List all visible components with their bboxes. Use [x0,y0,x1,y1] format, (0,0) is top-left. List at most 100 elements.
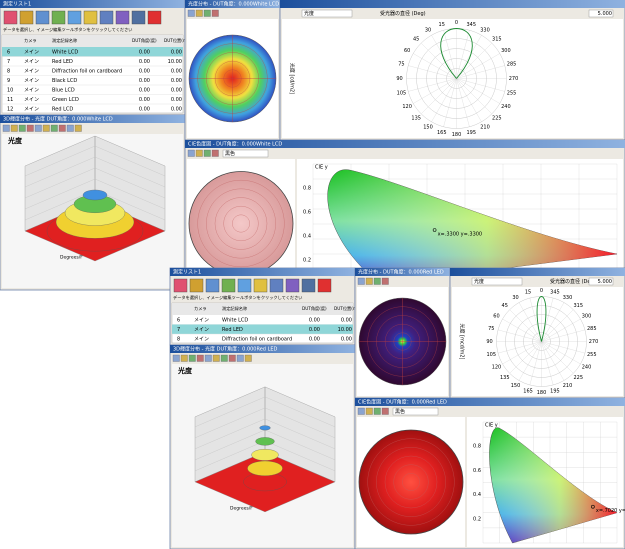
table-cell[interactable]: 0.00 [171,49,182,55]
tool-button[interactable] [244,354,252,362]
table-cell[interactable]: メイン [24,87,39,93]
toolbar-icon[interactable] [173,278,188,293]
tool-button[interactable] [212,354,220,362]
table-cell[interactable]: メイン [24,59,39,65]
tool-button[interactable] [172,354,180,362]
toolbar-icon[interactable] [115,10,130,25]
dropdown[interactable] [392,407,439,416]
table-cell[interactable]: メイン [24,68,39,74]
table-cell[interactable]: 8 [177,336,180,342]
tool-button[interactable] [204,354,212,362]
table-cell[interactable]: 0.00 [171,68,182,74]
table-cell[interactable]: 7 [7,59,10,65]
toolbar-icon[interactable] [67,10,82,25]
table-cell[interactable]: メイン [24,49,39,55]
toolbar-icon[interactable] [131,10,146,25]
tool-button[interactable] [365,407,373,415]
dropdown[interactable] [471,277,523,286]
tool-button[interactable] [381,407,389,415]
table-cell[interactable]: 0.00 [171,87,182,93]
tool-button[interactable] [381,277,389,285]
table-cell[interactable]: 0.00 [171,97,182,103]
table-cell[interactable]: メイン [194,317,209,323]
table-cell[interactable]: メイン [24,106,39,112]
tool-button[interactable] [203,149,211,157]
tool-button[interactable] [42,124,50,132]
table-cell[interactable]: 0.00 [139,59,150,65]
table-cell[interactable]: 6 [7,49,10,55]
table-cell[interactable]: Blue LCD [52,87,75,93]
dropdown[interactable] [301,9,353,18]
table-cell[interactable]: 0.00 [139,97,150,103]
table-cell[interactable]: 0.00 [309,327,320,333]
table-cell[interactable]: Diffraction foil on cardboard [222,336,292,342]
toolbar-icon[interactable] [99,10,114,25]
toolbar-icon[interactable] [189,278,204,293]
tool-button[interactable] [195,9,203,17]
tool-button[interactable] [196,354,204,362]
tool-button[interactable] [18,124,26,132]
table-cell[interactable]: 10.00 [168,59,182,65]
toolbar-icon[interactable] [205,278,220,293]
tool-button[interactable] [2,124,10,132]
table-cell[interactable]: 0.00 [309,336,320,342]
tool-button[interactable] [66,124,74,132]
tool-button[interactable] [236,354,244,362]
toolbar-icon[interactable] [253,278,268,293]
tool-button[interactable] [50,124,58,132]
tool-button[interactable] [195,149,203,157]
table-cell[interactable]: 9 [7,78,10,84]
table-cell[interactable]: 0.00 [171,78,182,84]
table-cell[interactable]: Red LED [222,327,243,333]
tool-button[interactable] [373,277,381,285]
table-cell[interactable]: 12 [7,106,13,112]
toolbar-icon[interactable] [317,278,332,293]
table-cell[interactable]: メイン [194,336,209,342]
table-cell[interactable]: 7 [177,327,180,333]
toolbar-icon[interactable] [285,278,300,293]
table-cell[interactable]: メイン [194,327,209,333]
toolbar-icon[interactable] [147,10,162,25]
tool-button[interactable] [74,124,82,132]
table-cell[interactable]: Red LCD [52,106,73,112]
table-cell[interactable]: 0.00 [139,87,150,93]
tool-button[interactable] [220,354,228,362]
table-cell[interactable]: 0.00 [139,49,150,55]
toolbar-icon[interactable] [301,278,316,293]
tool-button[interactable] [188,354,196,362]
table-cell[interactable]: メイン [24,78,39,84]
table-cell[interactable]: 11 [7,97,13,103]
toolbar-icon[interactable] [3,10,18,25]
table-cell[interactable]: 8 [7,68,10,74]
toolbar-icon[interactable] [35,10,50,25]
tool-button[interactable] [203,9,211,17]
tool-button[interactable] [357,277,365,285]
toolbar-icon[interactable] [221,278,236,293]
tool-button[interactable] [26,124,34,132]
table-cell[interactable]: 0.00 [341,317,352,323]
table-cell[interactable]: Black LCD [52,78,77,84]
tool-button[interactable] [211,9,219,17]
tool-button[interactable] [357,407,365,415]
table-cell[interactable]: Diffraction foil on cardboard [52,68,122,74]
tool-button[interactable] [58,124,66,132]
toolbar-icon[interactable] [51,10,66,25]
tool-button[interactable] [211,149,219,157]
table-cell[interactable]: 0.00 [309,317,320,323]
tool-button[interactable] [180,354,188,362]
table-cell[interactable]: 0.00 [139,68,150,74]
tool-button[interactable] [365,277,373,285]
table-cell[interactable]: 0.00 [341,336,352,342]
toolbar-icon[interactable] [83,10,98,25]
dropdown[interactable] [222,149,269,158]
tool-button[interactable] [10,124,18,132]
value-box[interactable] [588,9,614,18]
table-cell[interactable]: 0.00 [139,78,150,84]
table-cell[interactable]: Red LED [52,59,73,65]
tool-button[interactable] [187,9,195,17]
tool-button[interactable] [228,354,236,362]
table-cell[interactable]: 0.00 [139,106,150,112]
table-cell[interactable]: White LCD [222,317,248,323]
tool-button[interactable] [187,149,195,157]
tool-button[interactable] [373,407,381,415]
